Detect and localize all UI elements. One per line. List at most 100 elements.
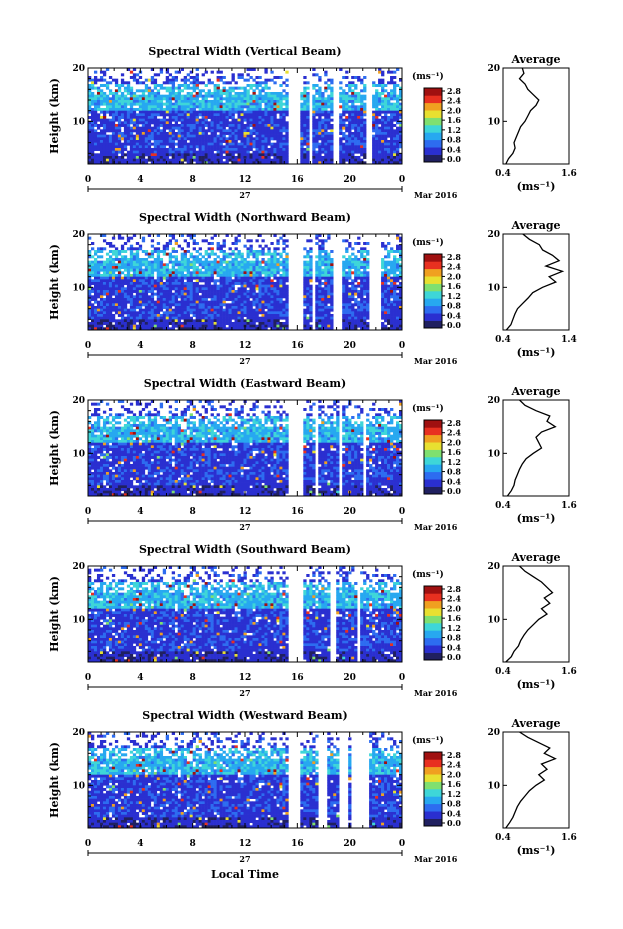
heatmap-cell	[249, 105, 253, 109]
heatmap-cell	[300, 161, 304, 165]
heatmap-cell	[159, 298, 164, 301]
heatmap-cell	[105, 97, 110, 101]
heatmap-cell	[384, 97, 388, 101]
heatmap-cell	[321, 298, 325, 301]
heatmap-cell	[147, 234, 152, 237]
heatmap-cell	[88, 78, 92, 82]
heatmap-cell	[198, 121, 202, 125]
heatmap-cell	[210, 134, 214, 138]
heatmap-cell	[186, 105, 190, 109]
heatmap-cell	[138, 153, 143, 157]
heatmap-cell	[177, 105, 181, 109]
heatmap-cell	[315, 295, 319, 299]
heatmap-cell	[252, 252, 256, 256]
heatmap-cell	[282, 311, 286, 315]
heatmap-cell	[183, 311, 187, 315]
heatmap-cell	[198, 140, 202, 143]
heatmap-cell	[321, 110, 325, 114]
heatmap-cell	[318, 234, 322, 237]
heatmap-cell	[309, 316, 313, 320]
heatmap-cell	[306, 287, 310, 291]
heatmap-cell	[201, 158, 205, 162]
heatmap-cell	[210, 306, 214, 309]
panel-title: Spectral Width (Northward Beam)	[139, 211, 351, 224]
heatmap-cell	[123, 137, 128, 141]
heatmap-cell	[390, 89, 394, 93]
heatmap-cell	[222, 268, 226, 272]
heatmap-cell	[162, 274, 167, 277]
heatmap-cell	[99, 129, 104, 133]
heatmap-cell	[249, 311, 253, 315]
heatmap-cell	[159, 287, 164, 291]
heatmap-cell	[168, 145, 173, 149]
heatmap-cell	[150, 153, 155, 157]
heatmap-cell	[165, 306, 170, 309]
heatmap-cell	[204, 290, 208, 293]
heatmap-cell	[285, 137, 289, 141]
heatmap-cell	[99, 110, 104, 114]
heatmap-cell	[135, 258, 140, 261]
heatmap-cell	[303, 303, 307, 307]
heatmap-cell	[240, 306, 244, 309]
heatmap-cell	[222, 292, 226, 296]
heatmap-cell	[267, 116, 271, 119]
heatmap-cell	[108, 295, 113, 299]
heatmap-cell	[309, 263, 313, 267]
heatmap-cell	[168, 284, 173, 288]
heatmap-cell	[153, 266, 158, 269]
heatmap-cell	[279, 156, 283, 159]
heatmap-cell	[387, 129, 391, 133]
heatmap-cell	[231, 292, 235, 296]
heatmap-cell	[123, 298, 128, 301]
heatmap-cell	[204, 258, 208, 261]
heatmap-cell	[165, 137, 170, 141]
heatmap-cell	[129, 94, 134, 98]
heatmap-cell	[177, 271, 181, 275]
heatmap-cell	[321, 255, 325, 259]
heatmap-cell	[93, 86, 98, 90]
heatmap-cell	[150, 268, 155, 272]
heatmap-cell	[183, 308, 187, 312]
heatmap-cell	[174, 113, 179, 117]
heatmap-cell	[228, 314, 232, 317]
heatmap-cell	[126, 121, 131, 125]
heatmap-cell	[303, 308, 307, 312]
heatmap-cell	[159, 276, 164, 280]
heatmap-cell	[141, 274, 146, 277]
heatmap-cell	[252, 158, 256, 162]
heatmap-cell	[258, 105, 262, 109]
heatmap-cell	[306, 298, 310, 301]
heatmap-cell	[105, 295, 110, 299]
heatmap-cell	[237, 148, 241, 151]
heatmap-cell	[189, 298, 193, 301]
heatmap-cell	[141, 126, 146, 130]
heatmap-cell	[195, 84, 199, 87]
heatmap-cell	[180, 89, 184, 93]
heatmap-cell	[150, 298, 155, 301]
heatmap-cell	[204, 102, 208, 106]
heatmap-cell	[171, 84, 176, 87]
heatmap-cell	[276, 97, 280, 101]
heatmap-cell	[168, 316, 173, 320]
heatmap-cell	[186, 260, 190, 264]
heatmap-cell	[168, 92, 173, 95]
heatmap-cell	[90, 94, 95, 98]
heatmap-cell	[159, 258, 164, 261]
heatmap-cell	[153, 126, 158, 130]
y-tick-label: 10	[72, 117, 85, 127]
heatmap-cell	[213, 86, 217, 90]
heatmap-cell	[324, 132, 328, 135]
heatmap-cell	[183, 314, 187, 317]
heatmap-cell	[135, 324, 140, 328]
heatmap-cell	[159, 292, 164, 296]
heatmap-cell	[234, 322, 238, 325]
heatmap-cell	[267, 300, 271, 304]
heatmap-cell	[186, 126, 190, 130]
heatmap-cell	[141, 327, 146, 331]
heatmap-cell	[210, 153, 214, 157]
heatmap-cell	[174, 298, 179, 301]
heatmap-cell	[243, 308, 247, 312]
heatmap-cell	[213, 282, 217, 285]
heatmap-cell	[240, 132, 244, 135]
heatmap-cell	[174, 271, 179, 275]
